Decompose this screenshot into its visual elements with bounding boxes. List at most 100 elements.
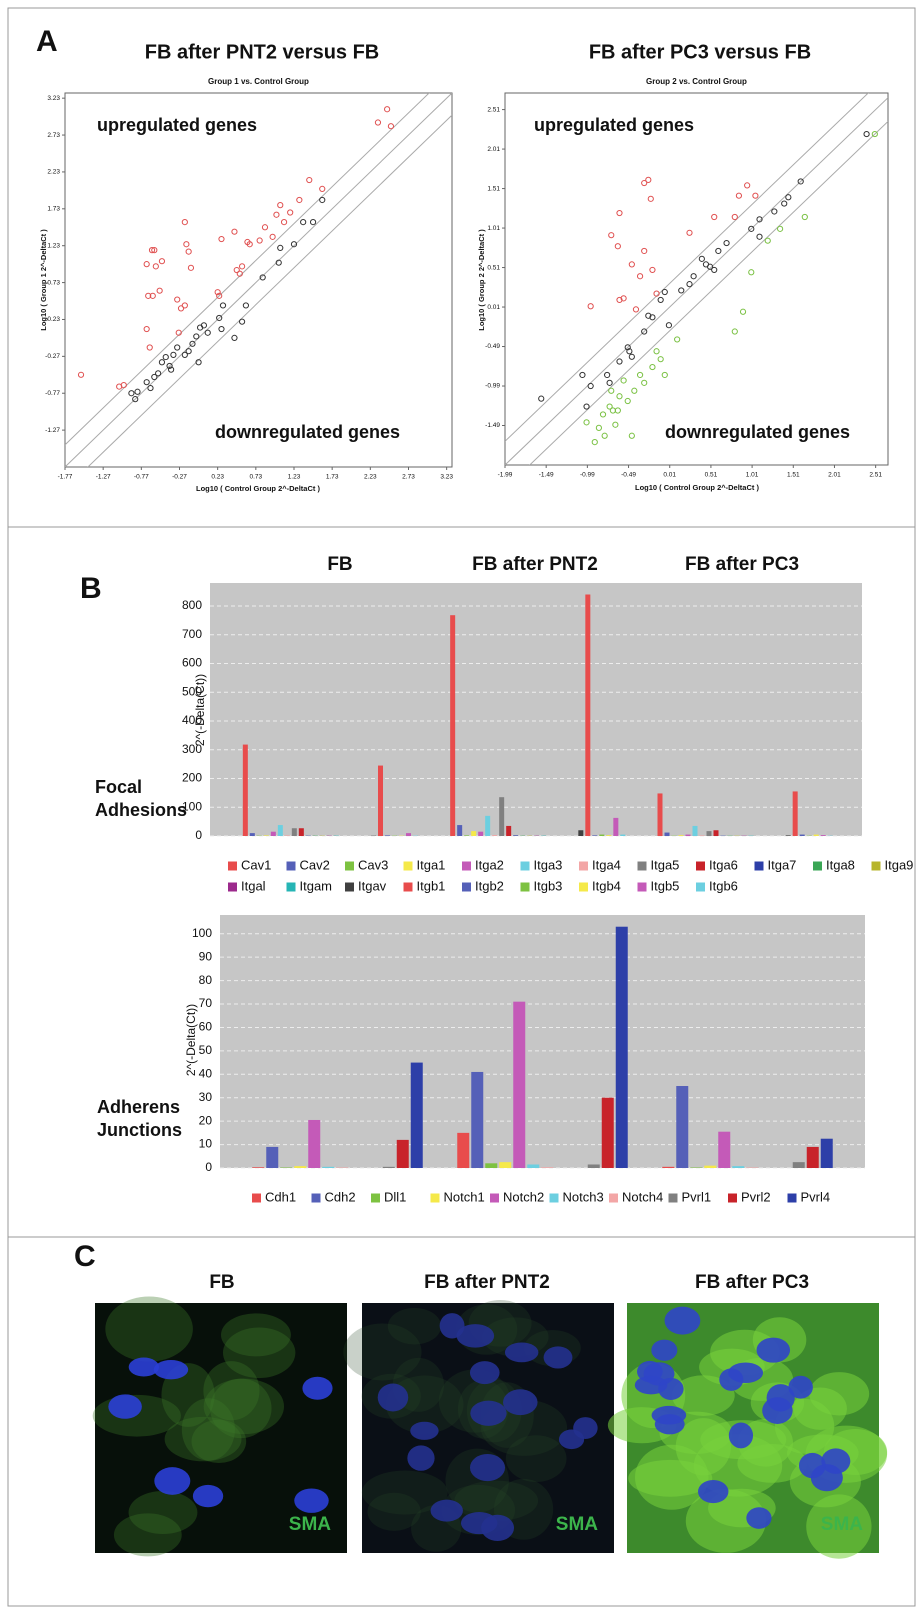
- data-point: [216, 292, 223, 299]
- y-tick-label: 40: [199, 1066, 213, 1080]
- data-point: [748, 269, 755, 276]
- panel-label: C: [74, 1240, 96, 1273]
- data-point: [626, 348, 633, 355]
- x-tick-label: -0.49: [621, 472, 636, 479]
- data-point: [723, 239, 730, 247]
- legend-swatch: [579, 861, 588, 871]
- bar: [592, 835, 598, 836]
- nucleus: [651, 1339, 678, 1361]
- data-point: [168, 366, 175, 373]
- nucleus: [108, 1394, 142, 1419]
- nucleus: [651, 1405, 687, 1425]
- y-tick-label: 200: [182, 771, 202, 785]
- y-tick-label: 3.23: [47, 95, 60, 102]
- annotation: upregulated genes: [97, 115, 257, 135]
- nucleus: [128, 1357, 159, 1377]
- micrograph: [343, 1299, 614, 1553]
- nucleus: [469, 1454, 506, 1482]
- data-point: [218, 235, 225, 243]
- data-point: [690, 273, 697, 280]
- y-tick-label: 30: [199, 1090, 213, 1104]
- panel-label: B: [80, 572, 102, 605]
- nucleus: [719, 1368, 744, 1391]
- y-tick-label: 0: [205, 1160, 212, 1174]
- nucleus: [469, 1361, 500, 1385]
- bar: [678, 835, 684, 836]
- cell-body: [806, 1494, 872, 1559]
- data-point: [871, 130, 878, 138]
- bar: [277, 825, 283, 836]
- bar: [718, 1131, 731, 1168]
- legend-swatch: [549, 1193, 559, 1203]
- bar: [578, 830, 584, 836]
- nucleus: [698, 1479, 729, 1504]
- data-point: [649, 266, 656, 274]
- x-tick-label: 0.23: [211, 474, 224, 481]
- legend-label: Itgam: [300, 878, 333, 893]
- legend-swatch: [787, 1193, 797, 1203]
- nucleus: [503, 1389, 538, 1416]
- bar: [792, 1162, 805, 1168]
- data-point: [777, 225, 784, 232]
- data-point: [748, 225, 755, 232]
- y-tick-label: 10: [199, 1137, 213, 1151]
- y-tick-label: 1.51: [487, 185, 500, 192]
- data-point: [731, 213, 738, 221]
- legend-swatch: [228, 861, 237, 871]
- cell-body: [210, 1378, 272, 1439]
- legend-swatch: [286, 861, 296, 871]
- x-tick-label: 1.23: [288, 474, 301, 481]
- guide-line: [505, 97, 888, 465]
- bar: [601, 1097, 614, 1168]
- cell-body: [164, 1416, 242, 1462]
- bar: [615, 926, 628, 1168]
- bar: [664, 832, 670, 836]
- bar: [457, 825, 463, 836]
- data-point: [653, 348, 660, 355]
- annotation: downregulated genes: [665, 422, 850, 442]
- legend-label: Itgal: [241, 878, 266, 893]
- data-point: [771, 208, 778, 215]
- data-point: [661, 288, 668, 296]
- plot-frame: [504, 92, 889, 466]
- x-tick-label: -1.27: [96, 474, 111, 481]
- bar: [464, 835, 470, 836]
- panel-label: A: [36, 25, 58, 58]
- data-point: [628, 261, 635, 268]
- bar: [692, 825, 698, 836]
- bar: [527, 1164, 540, 1168]
- data-point: [579, 371, 586, 379]
- row-label: Focal Adhesions: [95, 777, 188, 820]
- data-point: [319, 196, 326, 204]
- cell-body: [113, 1513, 182, 1557]
- data-point: [287, 209, 294, 216]
- bar: [506, 825, 512, 836]
- x-tick-label: 3.23: [440, 474, 453, 481]
- data-point: [214, 289, 221, 296]
- nucleus: [798, 1452, 826, 1479]
- bar: [599, 834, 605, 836]
- nucleus: [430, 1499, 463, 1522]
- x-tick-label: -0.99: [580, 472, 595, 479]
- data-point: [296, 196, 303, 204]
- x-tick-label: -0.27: [172, 474, 187, 481]
- data-point: [653, 290, 660, 297]
- nucleus: [762, 1397, 793, 1424]
- data-point: [193, 333, 200, 340]
- data-point: [616, 209, 623, 217]
- bar: [699, 835, 705, 836]
- legend-label: Pvrl1: [682, 1189, 712, 1204]
- legend-swatch: [345, 861, 354, 871]
- data-point: [143, 261, 150, 268]
- bar: [820, 835, 826, 836]
- data-point: [151, 247, 158, 254]
- legend-label: Cdh1: [265, 1189, 296, 1204]
- data-point: [628, 432, 635, 439]
- data-point: [587, 382, 594, 390]
- data-point: [261, 224, 269, 231]
- y-axis-label: 2^(-Delta(Ct)): [193, 674, 207, 746]
- x-tick-label: 0.51: [705, 472, 718, 479]
- data-point: [306, 176, 313, 184]
- legend-swatch: [696, 861, 705, 871]
